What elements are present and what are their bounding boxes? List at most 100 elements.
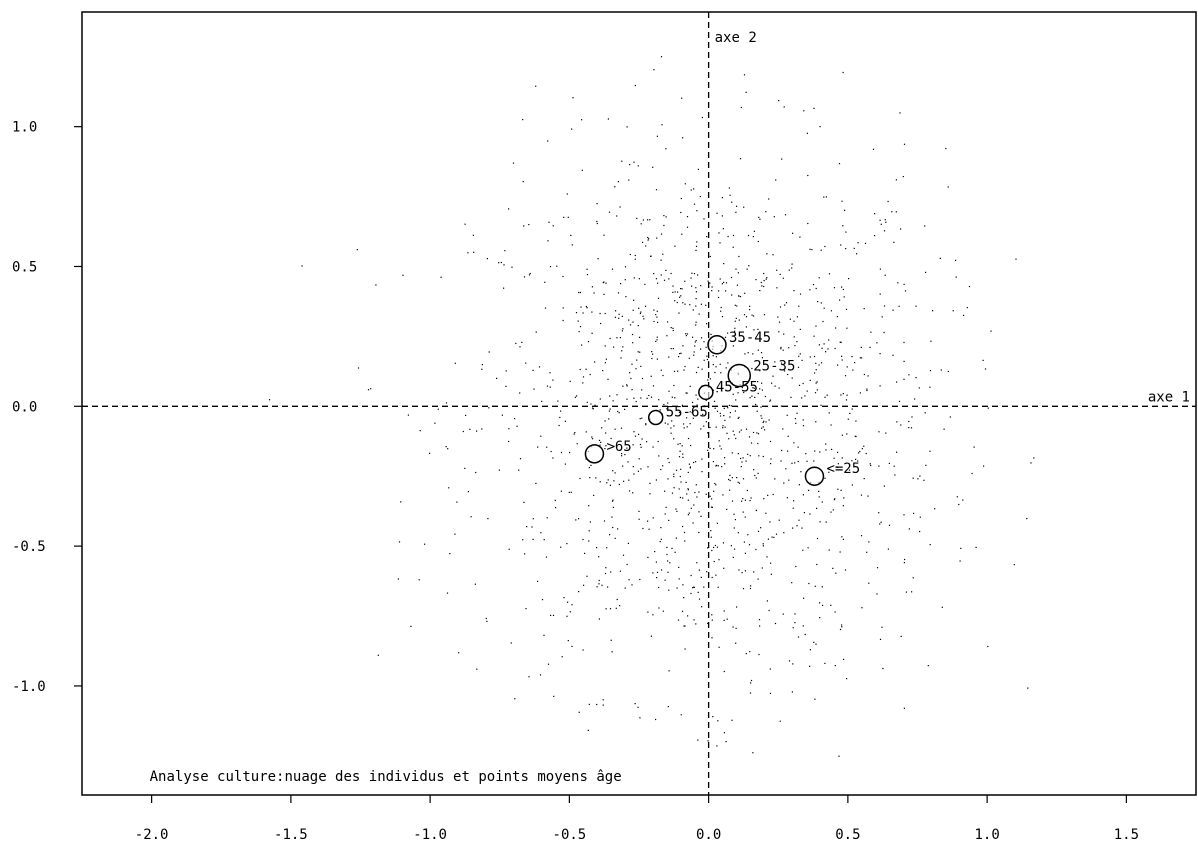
individual-point [695,623,697,625]
individual-point [722,425,724,427]
individual-point [535,482,537,484]
individual-point [693,203,696,205]
individual-point [913,512,915,514]
individual-point [683,423,685,425]
individual-point [716,546,718,548]
individual-point [903,360,905,362]
individual-point [715,366,717,368]
individual-point [560,490,562,492]
individual-point [868,582,870,584]
individual-point [695,287,697,289]
individual-point [797,446,799,448]
individual-point [685,333,687,335]
individual-point [607,586,609,588]
individual-point [613,346,615,348]
individual-point [726,508,728,510]
individual-point [714,482,716,485]
individual-point [731,294,733,296]
individual-point [654,551,656,553]
individual-point [930,340,932,342]
individual-point [695,305,697,307]
individual-point [619,605,621,607]
individual-point [615,310,617,312]
individual-point [673,473,675,475]
individual-point [828,412,830,414]
individual-point [842,225,844,227]
individual-point [816,381,818,383]
individual-point [806,390,808,392]
individual-point [637,470,639,472]
individual-point [582,312,584,314]
individual-point [883,331,885,334]
individual-point [660,259,662,261]
individual-point [788,660,791,662]
individual-point [649,482,651,484]
individual-point [651,357,653,360]
individual-point [802,425,805,427]
individual-point [643,318,645,320]
individual-point [582,376,585,378]
individual-point [707,740,709,742]
x-tick-label: 1.5 [1114,827,1139,843]
individual-point [707,379,709,381]
individual-point [841,624,843,626]
group-mean-label: 55-65 [666,404,708,420]
y-tick-label: 1.0 [12,120,37,136]
individual-point [814,392,817,394]
individual-point [879,638,882,640]
individual-point [583,584,585,586]
individual-point [745,326,747,328]
individual-point [879,353,881,355]
individual-point [687,514,689,516]
individual-point [424,543,426,545]
individual-point [547,663,550,665]
individual-point [591,436,593,438]
individual-point [745,460,747,462]
individual-point [684,648,686,650]
individual-point [775,179,777,181]
individual-point [522,119,524,121]
individual-point [761,357,763,359]
individual-point [762,455,764,458]
individual-point [612,499,614,501]
individual-point [694,492,696,494]
individual-point [761,567,763,569]
individual-point [830,424,832,426]
x-tick-label: -1.0 [413,827,447,843]
individual-point [624,454,626,456]
group-mean-label: 35-45 [729,330,771,346]
individual-point [854,435,856,437]
individual-point [712,461,714,463]
individual-point [747,534,749,536]
individual-point [485,617,487,620]
individual-point [652,385,655,387]
individual-point [634,254,636,257]
individual-point [582,649,584,651]
individual-point [547,140,549,142]
individual-point [870,331,872,333]
individual-point [684,625,686,627]
individual-point [738,416,740,418]
group-mean-label: >65 [606,439,631,455]
x-tick-label: 0.5 [835,827,860,843]
individual-point [851,356,853,358]
individual-point [698,313,700,315]
individual-point [929,450,931,452]
individual-point [955,259,957,261]
individual-point [755,548,757,551]
individual-point [757,578,759,580]
individual-point [618,412,620,414]
individual-point [714,544,716,547]
individual-point [720,372,722,374]
individual-point [846,366,848,368]
individual-point [686,493,688,495]
individual-point [695,324,697,326]
individual-point [734,320,736,322]
individual-point [808,489,810,491]
individual-point [606,482,608,484]
individual-point [1015,258,1017,260]
individual-point [656,135,658,137]
individual-point [590,403,592,405]
individual-point [589,373,591,376]
group-mean-marker [727,363,752,388]
